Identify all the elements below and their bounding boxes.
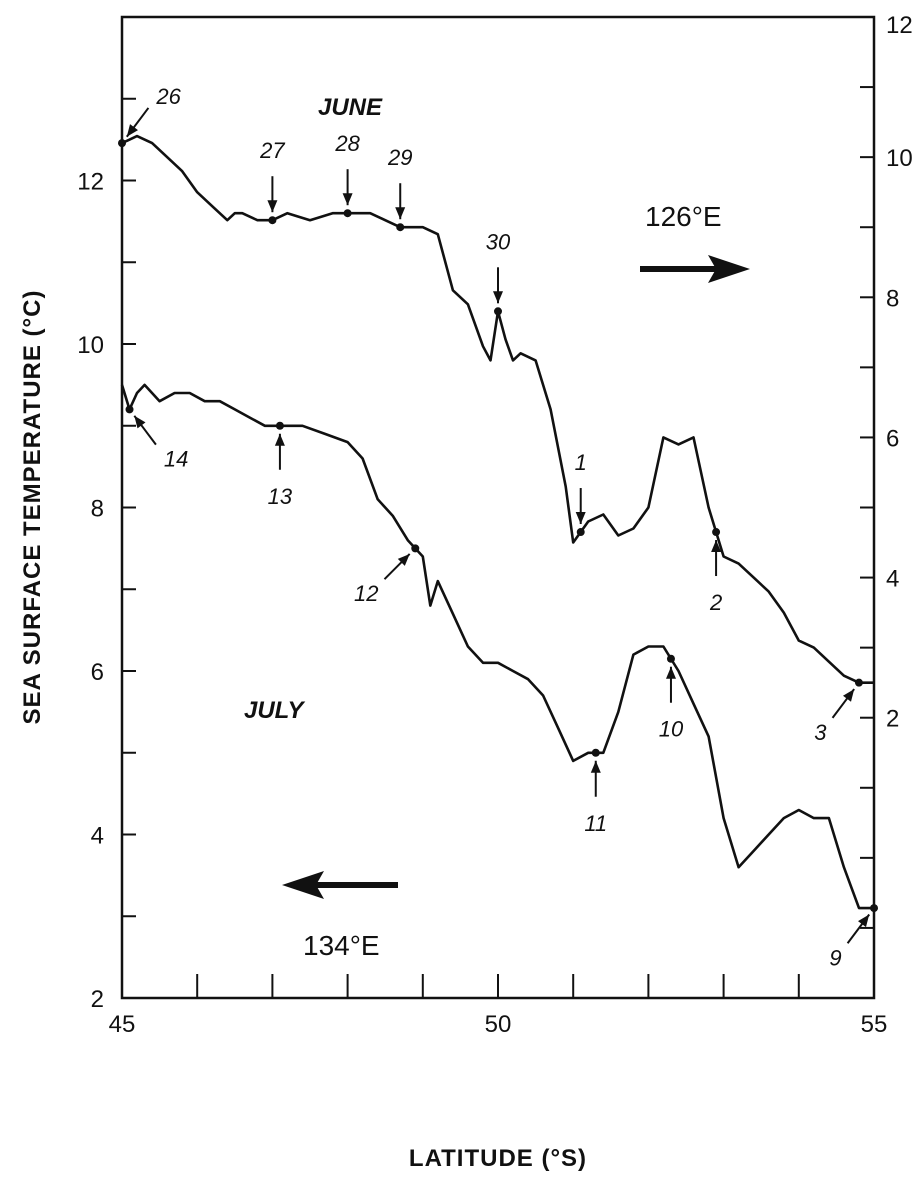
left-tick-label: 12 <box>77 169 104 196</box>
left-tick-label: 8 <box>91 496 104 523</box>
bottom-tick-label: 50 <box>485 1011 512 1038</box>
left-tick-label: 6 <box>91 659 104 686</box>
right-tick-label: 2 <box>886 706 899 733</box>
annotation-arrowhead <box>126 124 138 137</box>
series-line-july <box>120 383 874 910</box>
longitude-label-july: 134°E <box>303 930 380 961</box>
annotation-dot <box>118 139 126 148</box>
annotation-arrowhead <box>575 512 586 524</box>
annotation-label: 2 <box>709 590 722 615</box>
right-tick-label: 12 <box>886 12 913 39</box>
annotation-dot <box>870 904 878 913</box>
bottom-axis-ticks: 45 50 55 <box>109 974 888 1038</box>
arrow-right-icon <box>640 255 750 283</box>
series-label-july: JULY <box>244 697 306 724</box>
annotation-label: 26 <box>155 84 181 109</box>
right-axis-ticks: 2 4 6 8 10 12 <box>860 12 913 999</box>
y-axis-title: SEA SURFACE TEMPERATURE (°C) <box>19 290 46 725</box>
bottom-tick-label: 55 <box>861 1011 888 1038</box>
annotation-arrowhead <box>711 540 722 552</box>
right-tick-label: 4 <box>886 566 899 593</box>
annotation-dot <box>275 421 284 430</box>
arrow-left-icon <box>282 871 398 899</box>
right-tick-label: 10 <box>886 145 913 172</box>
right-tick-label: 8 <box>886 285 899 312</box>
annotation-arrowhead <box>843 689 855 702</box>
annotation-arrowhead <box>342 193 353 206</box>
series-line-june <box>121 134 874 685</box>
annotation-dot <box>494 307 502 316</box>
longitude-label-june: 126°E <box>645 201 722 232</box>
annotation-label: 30 <box>486 229 511 254</box>
series-label-june: JUNE <box>318 94 383 121</box>
annotation-label: 29 <box>387 145 412 170</box>
annotation-label: 14 <box>164 447 188 472</box>
right-tick-label: 6 <box>886 425 899 452</box>
annotation-arrowhead <box>858 914 870 928</box>
annotation-label: 3 <box>814 720 827 745</box>
annotation-dot <box>666 654 675 663</box>
annotation-arrowhead <box>666 666 676 679</box>
annotation-dot <box>268 216 277 225</box>
left-tick-label: 4 <box>91 823 104 850</box>
annotation-arrowhead <box>395 207 406 220</box>
plot-frame <box>120 15 876 1000</box>
annotation-label: 1 <box>575 450 587 475</box>
left-tick-label: 10 <box>77 332 104 359</box>
bottom-tick-label: 45 <box>109 1011 136 1038</box>
annotation-dot <box>712 528 721 537</box>
annotation-dot <box>411 544 420 553</box>
annotation-arrowhead <box>590 760 601 773</box>
annotation-label: 11 <box>584 811 607 836</box>
series-june <box>121 134 874 685</box>
annotation-dot <box>576 528 585 537</box>
annotation-dot <box>125 405 134 414</box>
annotation-label: 27 <box>259 138 285 163</box>
annotation-label: 13 <box>268 484 293 509</box>
annotation-arrowhead <box>134 415 146 429</box>
annotation-dot <box>854 678 863 687</box>
annotation-dot <box>343 209 352 218</box>
left-tick-label: 2 <box>91 986 104 1013</box>
annotation-label: 12 <box>354 581 378 606</box>
left-axis-ticks: 2 4 6 8 10 12 <box>77 16 136 1013</box>
x-axis-title: LATITUDE (°S) <box>409 1145 587 1172</box>
annotation-label: 28 <box>334 131 360 156</box>
series-july <box>120 383 874 910</box>
annotation-arrowhead <box>274 433 285 446</box>
annotation-arrowhead <box>267 200 278 213</box>
annotation-dot <box>396 223 405 232</box>
annotation-arrowhead <box>493 291 503 304</box>
annotation-dot <box>591 748 600 757</box>
annotation-label: 10 <box>659 717 684 742</box>
annotation-arrowhead <box>397 554 410 566</box>
annotation-label: 9 <box>829 945 841 970</box>
